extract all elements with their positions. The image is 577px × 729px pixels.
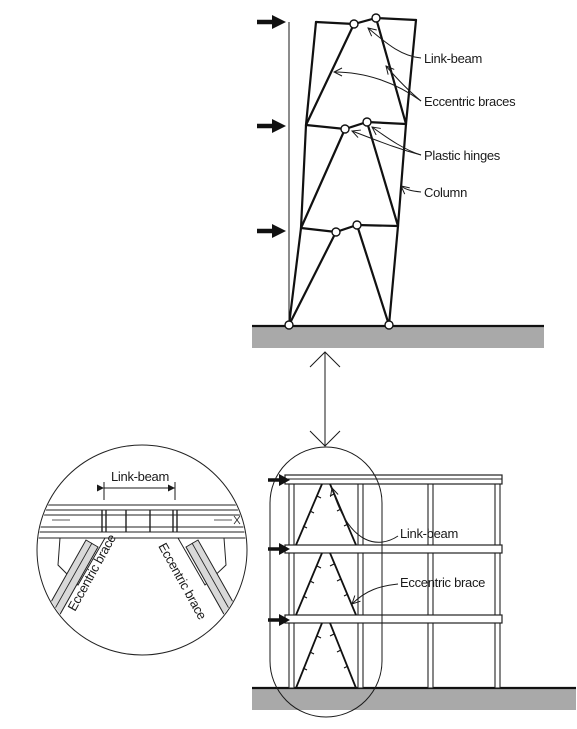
left-column bbox=[287, 20, 318, 327]
label-eccentric-braces: Eccentric braces bbox=[424, 94, 516, 109]
leader-column bbox=[401, 186, 422, 192]
upper-ground bbox=[252, 326, 544, 348]
hinge-icon bbox=[371, 13, 381, 23]
label-column: Column bbox=[424, 185, 467, 200]
label-link-beam-lower: Link-beam bbox=[400, 526, 458, 541]
leader-plastic-hinges-b bbox=[372, 127, 422, 156]
building-column-2 bbox=[357, 475, 364, 689]
connector-arrow bbox=[309, 351, 341, 447]
detail-view: Link-beam Eccentric brace Eccentric brac… bbox=[36, 444, 248, 656]
leader-eccentric-braces-a bbox=[334, 72, 422, 102]
leader-eccentric-braces-b bbox=[386, 66, 422, 102]
hinge-icon bbox=[331, 227, 341, 237]
leader-link-beam bbox=[368, 28, 422, 59]
label-link-beam-detail: Link-beam bbox=[111, 469, 169, 484]
building-column-1 bbox=[288, 475, 295, 689]
hinge-icon bbox=[362, 117, 372, 127]
base-hinge-icon bbox=[284, 320, 294, 330]
label-eccentric-brace-lower: Eccentric brace bbox=[400, 575, 485, 590]
label-plastic-hinges: Plastic hinges bbox=[424, 148, 501, 163]
brace-2-left bbox=[299, 127, 347, 230]
load-arrow-3 bbox=[257, 224, 286, 238]
brace-1-right bbox=[355, 223, 391, 327]
brace-1-left bbox=[287, 230, 338, 327]
lower-ground bbox=[252, 688, 576, 710]
beam-level-1 bbox=[299, 223, 400, 234]
upper-frame: Link-beam Eccentric braces Plastic hinge… bbox=[252, 13, 544, 348]
lower-building: Link-beam Eccentric brace bbox=[252, 446, 576, 718]
building-beam-2 bbox=[284, 614, 503, 624]
leader-lower-eccentric-brace bbox=[352, 583, 399, 604]
leader-lower-link-beam bbox=[332, 488, 399, 543]
hinge-icon bbox=[340, 124, 350, 134]
hinge-icon bbox=[349, 19, 359, 29]
label-link-beam-upper: Link-beam bbox=[424, 51, 482, 66]
building-column-4 bbox=[494, 475, 501, 689]
beam-level-3 bbox=[314, 16, 418, 26]
brace-2-right bbox=[365, 120, 400, 228]
load-arrow-2 bbox=[257, 119, 286, 133]
building-braces bbox=[295, 483, 357, 689]
leader-plastic-hinges-a bbox=[352, 131, 422, 156]
load-arrow-1 bbox=[257, 15, 286, 29]
base-hinge-icon bbox=[384, 320, 394, 330]
building-beam-3 bbox=[284, 544, 503, 554]
beam-level-2 bbox=[304, 120, 408, 131]
braced-bay-outline bbox=[269, 446, 383, 718]
right-column bbox=[387, 18, 418, 327]
detail-beam bbox=[38, 504, 246, 539]
hinge-icon bbox=[352, 220, 362, 230]
brace-3-left bbox=[304, 22, 356, 127]
